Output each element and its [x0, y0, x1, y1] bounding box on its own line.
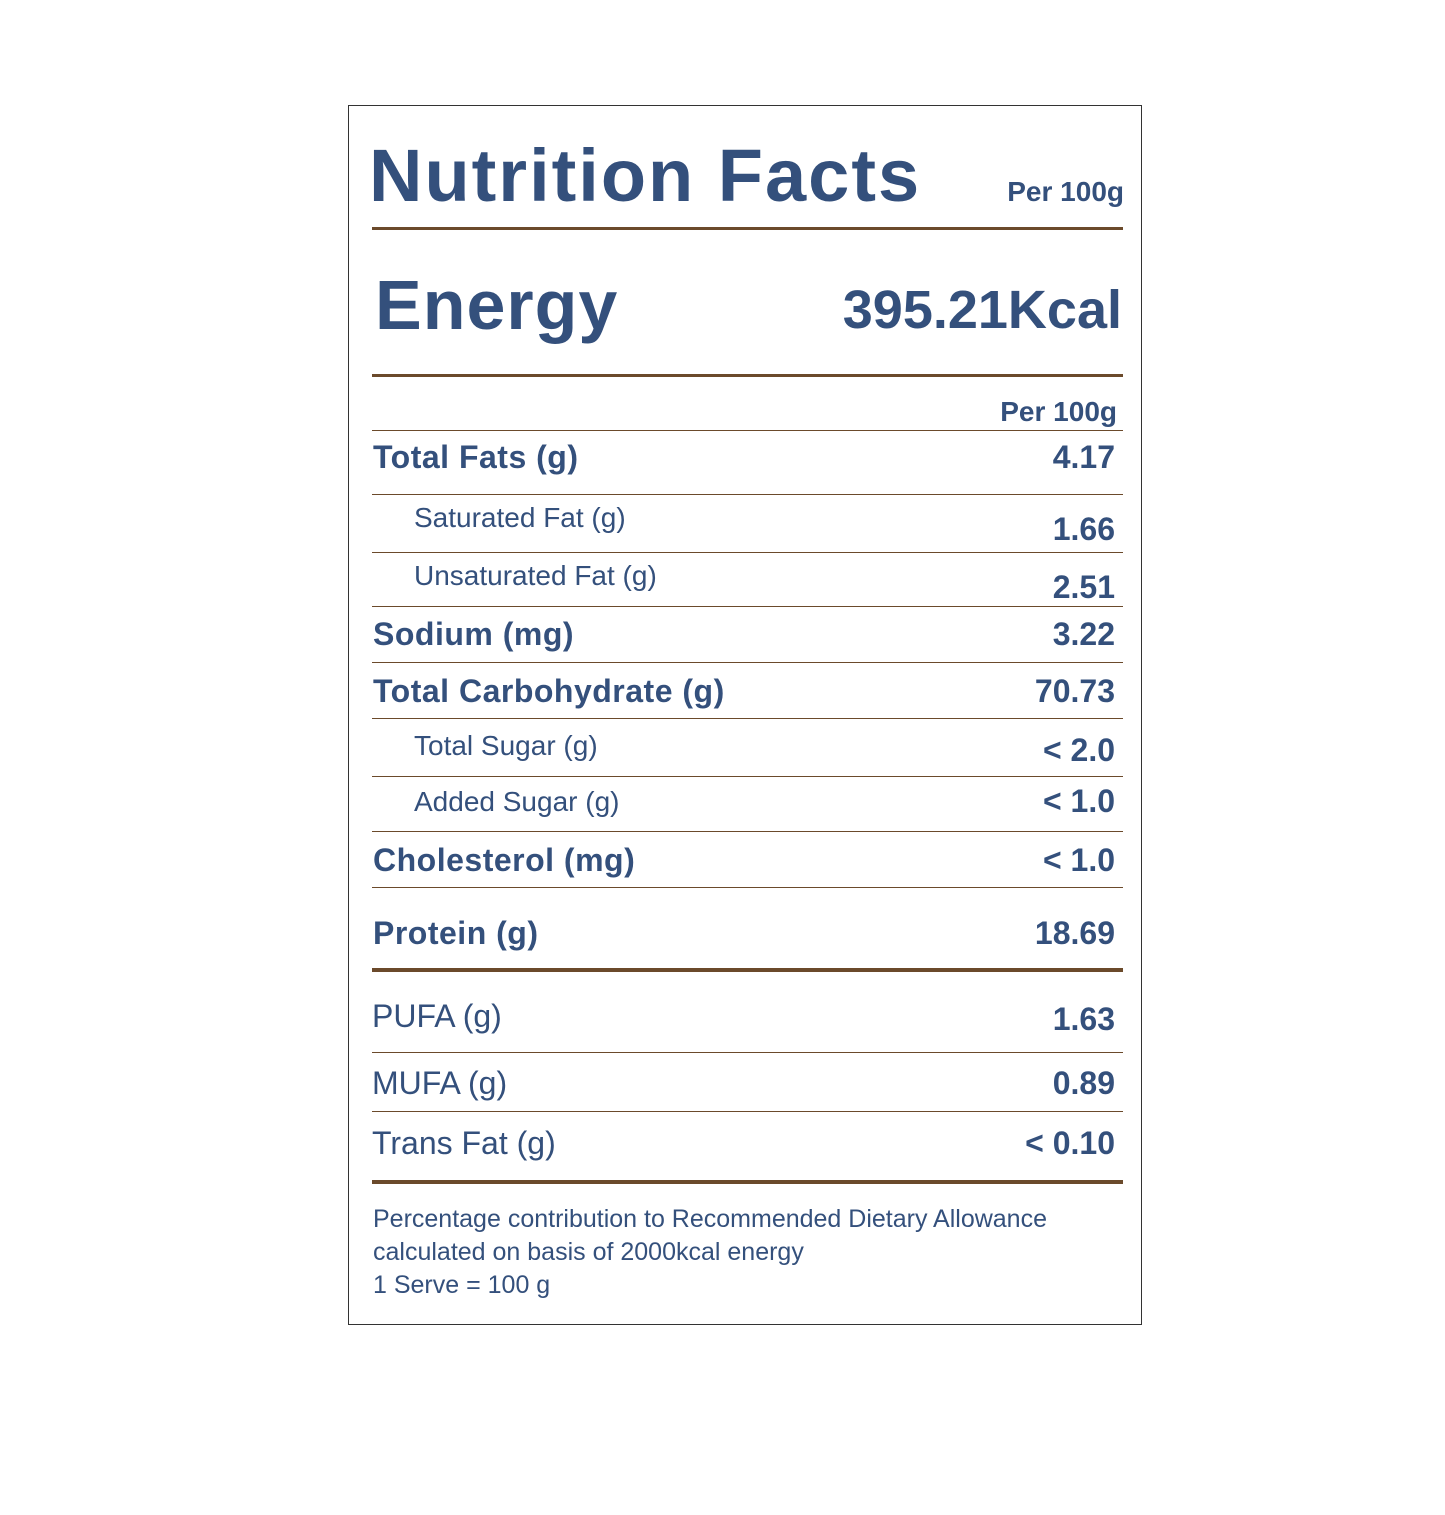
- row-value-total-fats: 4.17: [1052, 439, 1115, 475]
- footnote-serve: 1 Serve = 100 g: [373, 1271, 551, 1299]
- divider-row: [372, 718, 1123, 719]
- divider-row: [372, 1111, 1123, 1112]
- row-label-added-sugar: Added Sugar (g): [414, 786, 620, 817]
- label-title: Nutrition Facts: [369, 134, 922, 217]
- row-value-unsaturated-fat: 2.51: [1052, 569, 1115, 605]
- divider-energy: [372, 374, 1123, 377]
- row-value-cholesterol: < 1.0: [1042, 842, 1115, 878]
- divider-protein: [372, 968, 1123, 972]
- divider-row: [372, 662, 1123, 663]
- divider-row: [372, 1052, 1123, 1053]
- row-label-protein: Protein (g): [373, 915, 539, 951]
- row-value-added-sugar: < 1.0: [1042, 783, 1115, 819]
- divider-row: [372, 494, 1123, 495]
- row-label-total-carbohydrate: Total Carbohydrate (g): [373, 673, 725, 709]
- divider-row: [372, 776, 1123, 777]
- row-label-sodium: Sodium (mg): [373, 616, 575, 652]
- row-label-pufa: PUFA (g): [372, 998, 502, 1034]
- row-label-saturated-fat: Saturated Fat (g): [414, 502, 626, 533]
- energy-value: 395.21Kcal: [842, 280, 1122, 340]
- row-label-cholesterol: Cholesterol (mg): [373, 842, 636, 878]
- divider-title: [372, 227, 1123, 230]
- row-label-total-sugar: Total Sugar (g): [414, 730, 598, 761]
- row-label-total-fats: Total Fats (g): [373, 439, 579, 475]
- row-value-sodium: 3.22: [1052, 616, 1115, 652]
- row-value-pufa: 1.63: [1052, 1001, 1115, 1037]
- row-label-mufa: MUFA (g): [372, 1065, 508, 1101]
- energy-label: Energy: [375, 266, 619, 344]
- divider-trans-fat: [372, 1180, 1123, 1184]
- row-value-protein: 18.69: [1034, 915, 1115, 951]
- divider-column-header: [372, 430, 1123, 431]
- column-header-per-100g: Per 100g: [1000, 396, 1117, 427]
- divider-row: [372, 606, 1123, 607]
- row-value-total-sugar: < 2.0: [1042, 732, 1115, 768]
- row-value-total-carbohydrate: 70.73: [1034, 673, 1115, 709]
- row-value-trans-fat: < 0.10: [1025, 1125, 1115, 1161]
- footnote-basis: calculated on basis of 2000kcal energy: [373, 1238, 804, 1266]
- divider-row: [372, 831, 1123, 832]
- divider-row: [372, 887, 1123, 888]
- row-label-unsaturated-fat: Unsaturated Fat (g): [414, 560, 657, 591]
- row-label-trans-fat: Trans Fat (g): [372, 1125, 556, 1161]
- row-value-mufa: 0.89: [1052, 1065, 1115, 1101]
- row-value-saturated-fat: 1.66: [1052, 511, 1115, 547]
- footnote-rda: Percentage contribution to Recommended D…: [373, 1205, 1047, 1233]
- nutrition-label-frame: [348, 105, 1142, 1325]
- title-per-100g: Per 100g: [1007, 176, 1124, 207]
- divider-row: [372, 552, 1123, 553]
